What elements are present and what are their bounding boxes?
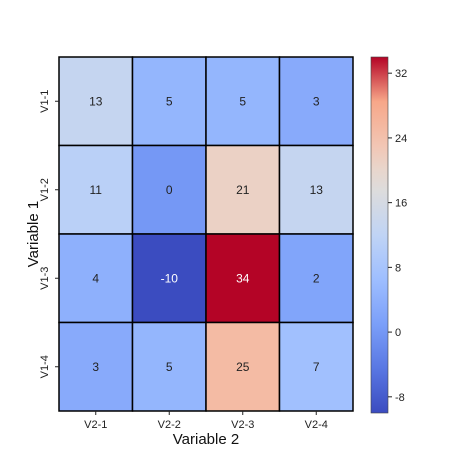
- cell-value-label: 3: [92, 360, 99, 374]
- heatmap-cell: [58, 56, 134, 147]
- x-tick-labels: V2-1 V2-2 V2-3 V2-4: [84, 411, 328, 431]
- colorbar: [370, 56, 389, 414]
- y-tick-label: V1-2: [39, 178, 51, 201]
- heatmap-cell: [131, 233, 207, 324]
- heatmap-cell: [131, 321, 207, 412]
- cell-value-label: 34: [236, 271, 250, 285]
- x-tick-label: V2-1: [84, 419, 107, 431]
- colorbar-tick-label: 8: [395, 262, 401, 274]
- cell-value-label: 5: [166, 360, 173, 374]
- x-tick-label: V2-3: [231, 419, 254, 431]
- cell-value-label: -10: [161, 271, 179, 285]
- cell-value-label: 4: [92, 271, 99, 285]
- heatmap-cell: [278, 144, 354, 235]
- y-tick-label: V1-1: [39, 90, 51, 113]
- y-tick-labels: V1-1 V1-2 V1-3 V1-4: [39, 90, 59, 378]
- heatmap-cell: [205, 56, 281, 147]
- x-axis-title: Variable 2: [173, 431, 239, 448]
- cell-value-label: 13: [310, 183, 324, 197]
- colorbar-tick-label: -8: [395, 392, 405, 404]
- heatmap-cell: [131, 144, 207, 235]
- cell-value-label: 5: [239, 94, 246, 108]
- heatmap-cell: [278, 56, 354, 147]
- colorbar-tick-label: 32: [395, 68, 407, 80]
- colorbar-tick-label: 0: [395, 327, 401, 339]
- cell-value-label: 7: [313, 360, 320, 374]
- colorbar-ticks: -8 0 8 16 24 32: [388, 68, 407, 404]
- cell-value-label: 11: [90, 183, 103, 197]
- x-tick-label: V2-4: [305, 419, 328, 431]
- heatmap-cell: [278, 233, 354, 324]
- cell-value-label: 3: [313, 94, 320, 108]
- heatmap-cells: 13 5 5 3 11 0 21 13 4 -10 34 2 3 5 25 7: [58, 56, 354, 412]
- y-tick-label: V1-3: [39, 267, 51, 290]
- heatmap-cell: [278, 321, 354, 412]
- y-tick-label: V1-4: [39, 355, 51, 378]
- cell-value-label: 5: [166, 94, 173, 108]
- colorbar-tick-label: 16: [395, 198, 407, 210]
- cell-value-label: 0: [166, 183, 173, 197]
- cell-value-label: 2: [313, 271, 320, 285]
- y-axis-title: Variable 1: [25, 201, 42, 267]
- cell-value-label: 13: [89, 94, 103, 108]
- heatmap-cell: [131, 56, 207, 147]
- cell-value-label: 25: [236, 360, 250, 374]
- colorbar-tick-label: 24: [395, 133, 407, 145]
- cell-value-label: 21: [236, 183, 250, 197]
- x-tick-label: V2-2: [158, 419, 181, 431]
